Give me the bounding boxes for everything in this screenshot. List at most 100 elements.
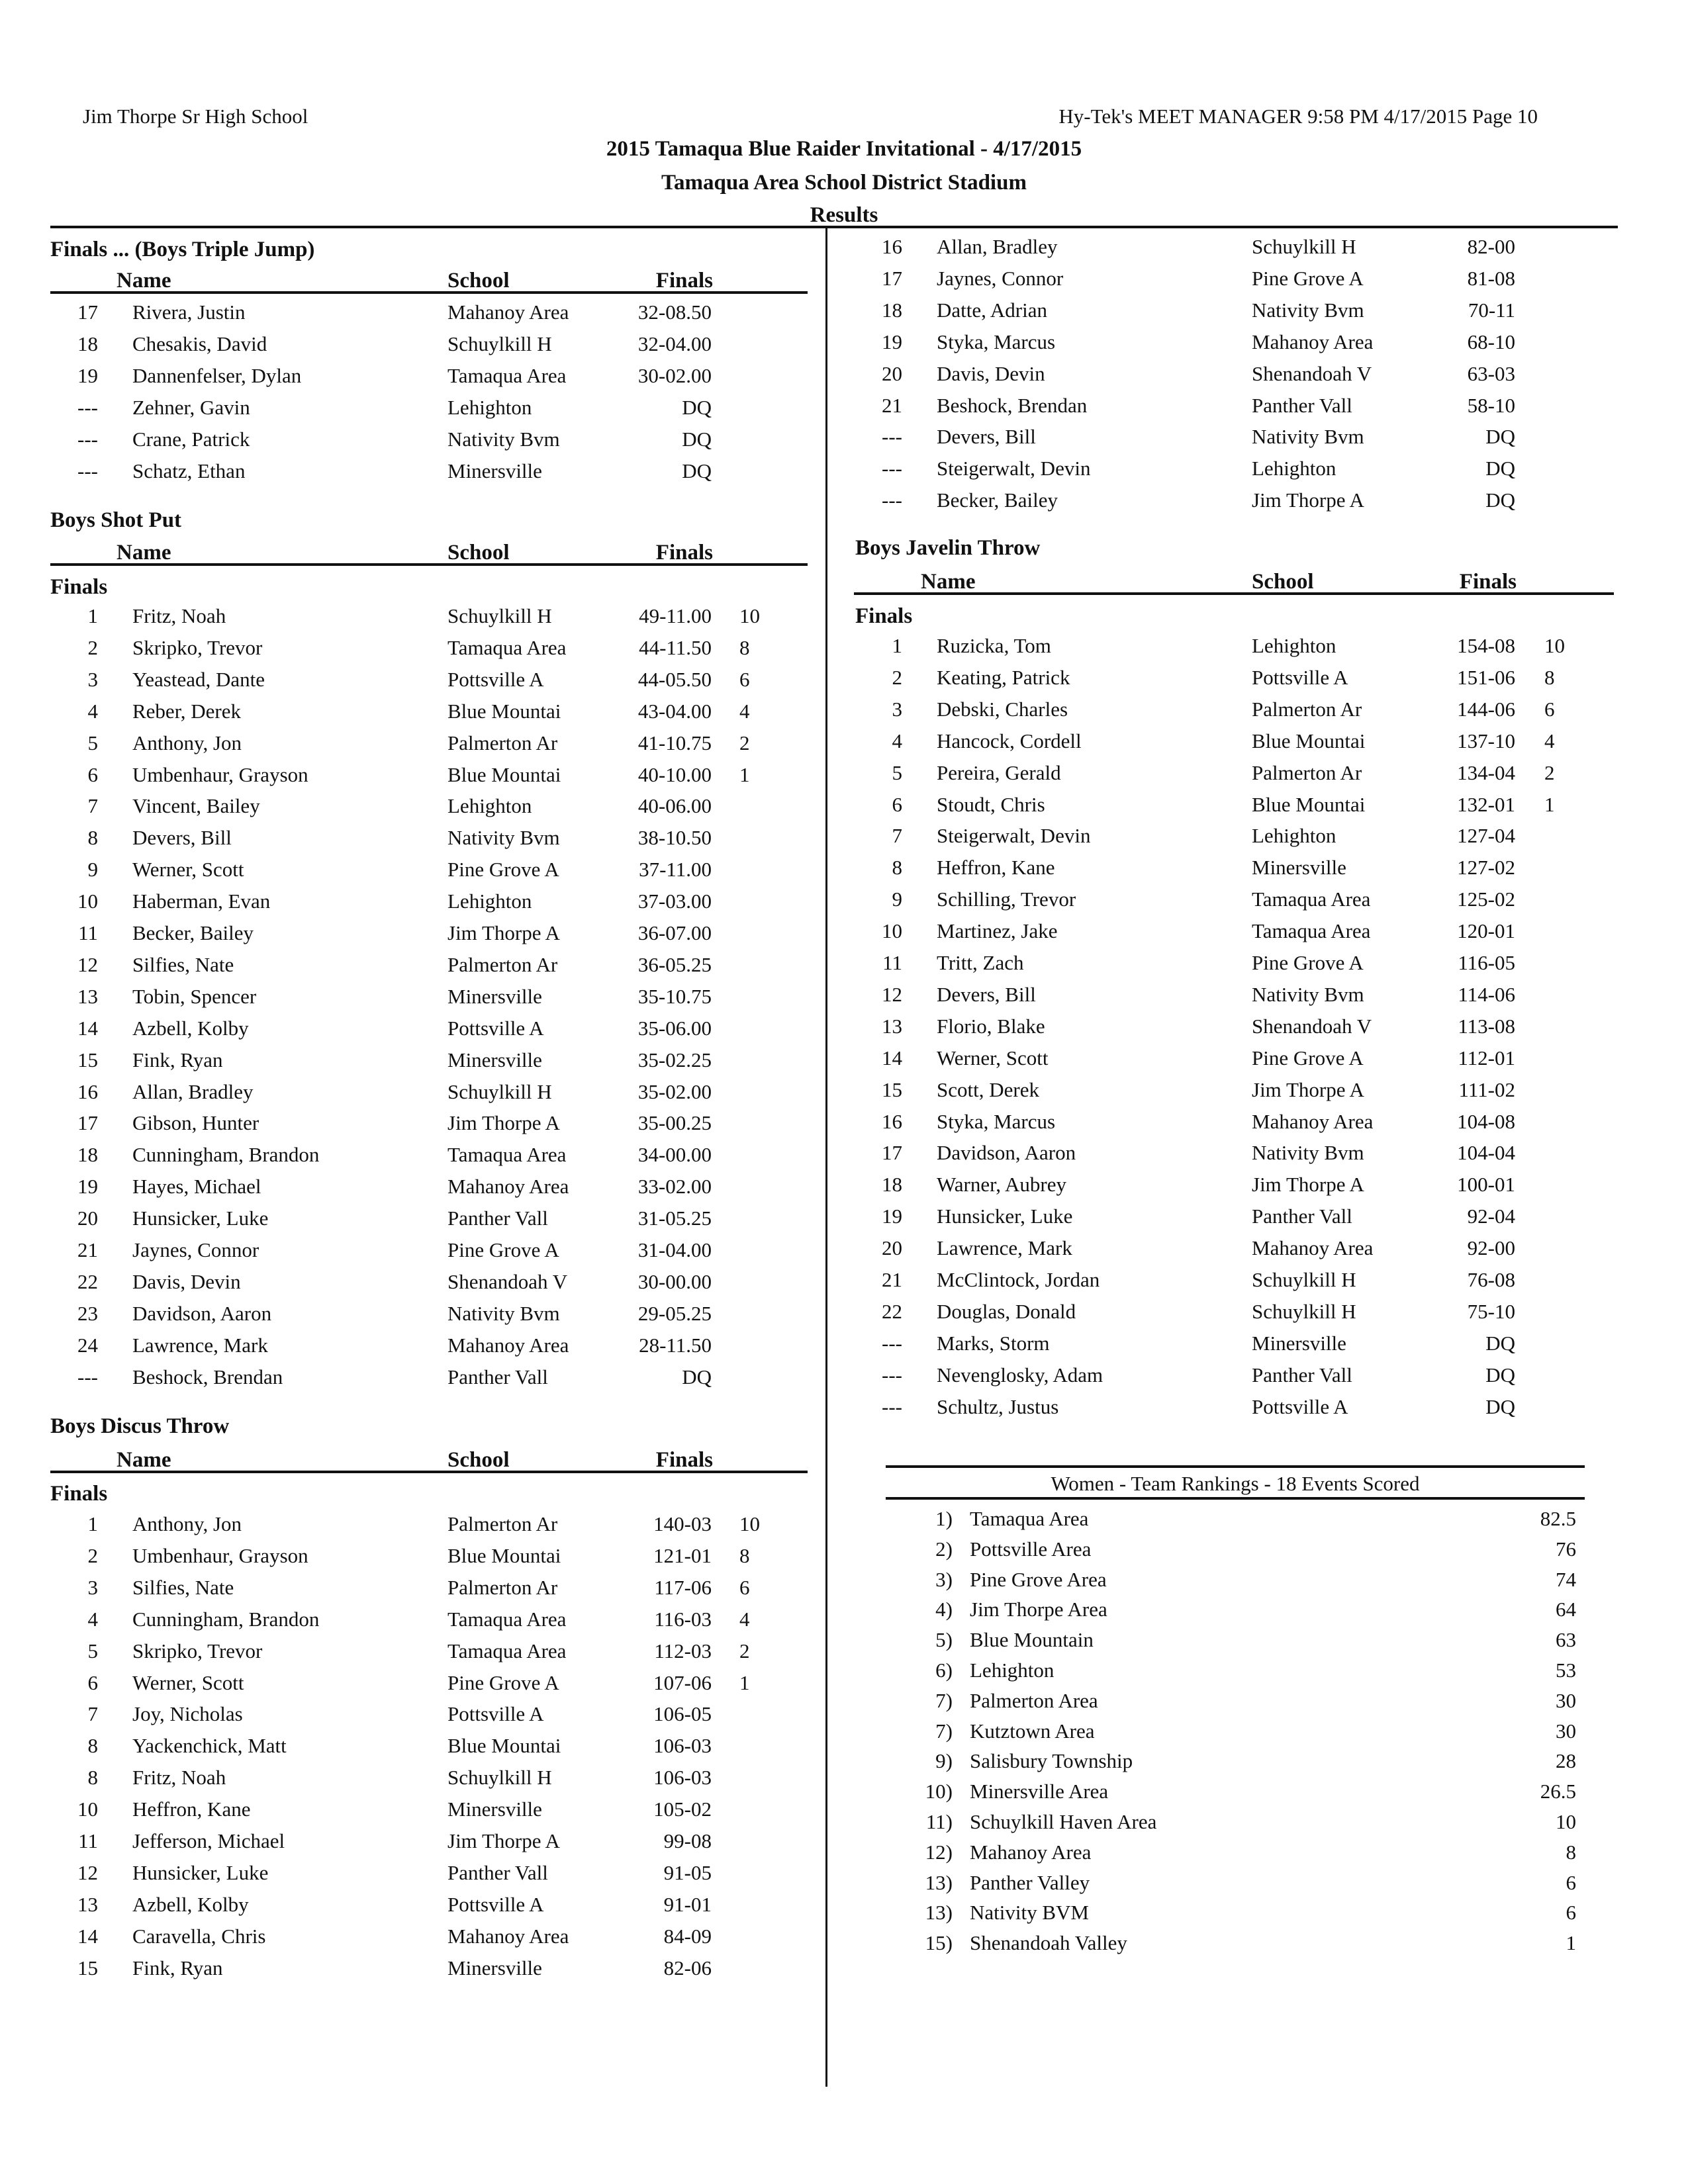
team-score: 82.5	[1540, 1507, 1576, 1530]
entry-place: 11	[78, 1829, 98, 1852]
entry-name: Yackenchick, Matt	[132, 1734, 287, 1758]
entry-mark: 32-04.00	[637, 332, 712, 355]
entry-name: Caravella, Chris	[132, 1924, 266, 1948]
entry-name: Becker, Bailey	[937, 488, 1058, 512]
column-header-school: School	[1252, 570, 1314, 594]
team-rank: 9)	[935, 1749, 953, 1773]
entry-mark: DQ	[682, 1365, 712, 1388]
entry-place: 8	[892, 856, 903, 880]
entry-place: 14	[77, 1016, 98, 1040]
entry-place: 9	[892, 887, 903, 911]
entry-name: Heffron, Kane	[132, 1797, 251, 1821]
entry-name: Jaynes, Connor	[132, 1238, 259, 1261]
entry-points: 10	[739, 1512, 760, 1535]
entry-name: Allan, Bradley	[937, 235, 1058, 258]
entry-mark: 132-01	[1457, 792, 1515, 816]
entry-place: 18	[77, 1143, 98, 1167]
entry-place: 19	[77, 363, 98, 387]
entry-school: Minersville	[1252, 856, 1346, 880]
entry-mark: 35-02.00	[637, 1079, 712, 1103]
entry-name: Fink, Ryan	[132, 1956, 223, 1979]
entry-school: Palmerton Ar	[447, 952, 558, 976]
entry-points: 8	[1544, 665, 1555, 689]
entry-place: 15	[77, 1048, 98, 1071]
entry-place: 6	[87, 762, 99, 786]
team-name: Shenandoah Valley	[970, 1931, 1127, 1955]
entry-mark: 112-01	[1458, 1046, 1515, 1069]
entry-name: Yeastead, Dante	[132, 667, 265, 691]
entry-points: 4	[739, 699, 750, 723]
entry-mark: 134-04	[1457, 760, 1515, 784]
entry-school: Mahanoy Area	[447, 1175, 569, 1199]
entry-school: Blue Mountai	[447, 699, 561, 723]
column-header-name: Name	[921, 570, 976, 594]
team-rank: 15)	[925, 1931, 953, 1955]
entry-mark: 58-10	[1467, 393, 1515, 417]
entry-place: 14	[882, 1046, 902, 1069]
entry-school: Panther Vall	[447, 1365, 548, 1388]
entry-points: 2	[739, 1639, 750, 1662]
entry-name: Werner, Scott	[132, 858, 244, 882]
entry-name: Vincent, Bailey	[132, 794, 260, 818]
entry-mark: 35-02.25	[637, 1048, 712, 1071]
entry-name: Davis, Devin	[937, 361, 1045, 385]
entry-school: Lehighton	[447, 794, 532, 818]
entry-mark: 84-09	[663, 1924, 712, 1948]
entry-school: Pine Grove A	[447, 1238, 559, 1261]
event-title-shot-put: Boys Shot Put	[50, 508, 182, 532]
entry-place: 21	[77, 1238, 98, 1261]
entry-school: Panther Vall	[1252, 1205, 1352, 1228]
entry-mark: 144-06	[1457, 697, 1515, 721]
entry-school: Palmerton Ar	[447, 731, 558, 754]
entry-name: Chesakis, David	[132, 332, 267, 355]
entry-school: Jim Thorpe A	[447, 1829, 560, 1852]
entry-place: 17	[77, 300, 98, 324]
entry-place: 19	[882, 1205, 902, 1228]
entry-school: Pottsville A	[447, 1016, 544, 1040]
team-rank: 7)	[935, 1688, 953, 1712]
entry-place: 16	[77, 1079, 98, 1103]
round-label: Finals	[50, 575, 108, 599]
entry-place: 11	[78, 921, 98, 944]
event-title-triple-jump: Finals ... (Boys Triple Jump)	[50, 238, 315, 261]
team-name: Panther Valley	[970, 1870, 1090, 1894]
entry-school: Pine Grove A	[447, 1670, 559, 1694]
entry-place: 9	[87, 858, 99, 882]
entry-name: Steigerwalt, Devin	[937, 824, 1091, 848]
entry-school: Panther Vall	[447, 1860, 548, 1884]
entry-place: 21	[882, 393, 902, 417]
entry-mark: 116-05	[1458, 951, 1515, 974]
entry-name: Devers, Bill	[937, 425, 1036, 449]
column-header-school: School	[447, 1448, 510, 1472]
entry-points: 6	[1544, 697, 1555, 721]
entry-mark: 68-10	[1467, 330, 1515, 353]
team-rank: 1)	[935, 1507, 953, 1530]
entry-name: Umbenhaur, Grayson	[132, 762, 308, 786]
column-header-name: Name	[117, 541, 171, 565]
entry-name: Werner, Scott	[132, 1670, 244, 1694]
column-header-school: School	[447, 541, 510, 565]
entry-mark: 92-00	[1467, 1236, 1515, 1260]
entry-mark: 38-10.50	[637, 826, 712, 850]
entry-place: 7	[892, 824, 903, 848]
entry-place: 22	[77, 1269, 98, 1293]
entry-mark: 107-06	[653, 1670, 712, 1694]
team-name: Tamaqua Area	[970, 1507, 1089, 1530]
entry-place: 3	[87, 667, 99, 691]
entry-mark: 104-04	[1457, 1141, 1515, 1165]
rankings-top-rule	[886, 1465, 1585, 1468]
entry-mark: 37-11.00	[639, 858, 712, 882]
entry-place: 3	[87, 1575, 99, 1599]
entry-place: 17	[882, 1141, 902, 1165]
entry-points: 6	[739, 667, 750, 691]
header-underline	[50, 1471, 808, 1473]
entry-mark: 43-04.00	[637, 699, 712, 723]
entry-school: Lehighton	[1252, 457, 1336, 480]
entry-name: McClintock, Jordan	[937, 1268, 1100, 1291]
entry-name: Fink, Ryan	[132, 1048, 223, 1071]
header-underline	[50, 291, 808, 294]
entry-school: Nativity Bvm	[1252, 298, 1364, 322]
entry-place: 19	[882, 330, 902, 353]
entry-school: Blue Mountai	[447, 1543, 561, 1567]
team-score: 10	[1556, 1810, 1576, 1833]
